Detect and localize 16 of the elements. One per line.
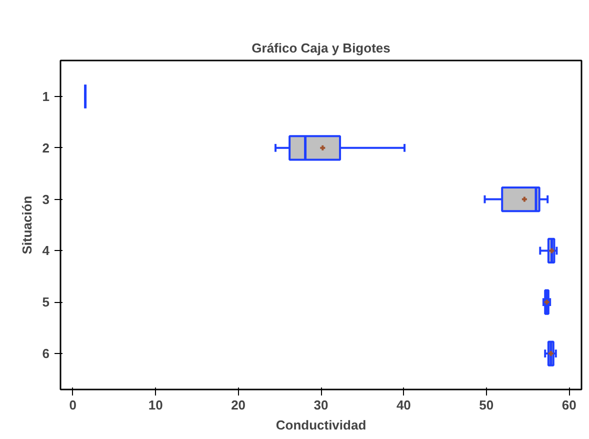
y-tick-label: 2 <box>42 140 50 156</box>
y-tick-label: 4 <box>42 243 50 258</box>
x-tick-label: 0 <box>69 398 77 412</box>
y-tick-label: 3 <box>42 192 50 207</box>
x-tick-label: 40 <box>396 398 411 412</box>
x-tick-label: 20 <box>231 398 246 412</box>
y-tick-label: 5 <box>42 294 50 310</box>
chart-title: Gráfico Caja y Bigotes <box>252 40 390 56</box>
x-tick-label: 60 <box>562 398 576 412</box>
y-tick-label: 1 <box>42 88 50 104</box>
x-axis-title: Conductividad <box>276 418 366 432</box>
x-tick-label: 10 <box>148 398 163 412</box>
x-tick-label: 30 <box>314 398 328 412</box>
y-axis-title: Situación <box>19 196 34 254</box>
y-tick-label: 6 <box>42 346 50 362</box>
x-tick-label: 50 <box>479 398 494 412</box>
